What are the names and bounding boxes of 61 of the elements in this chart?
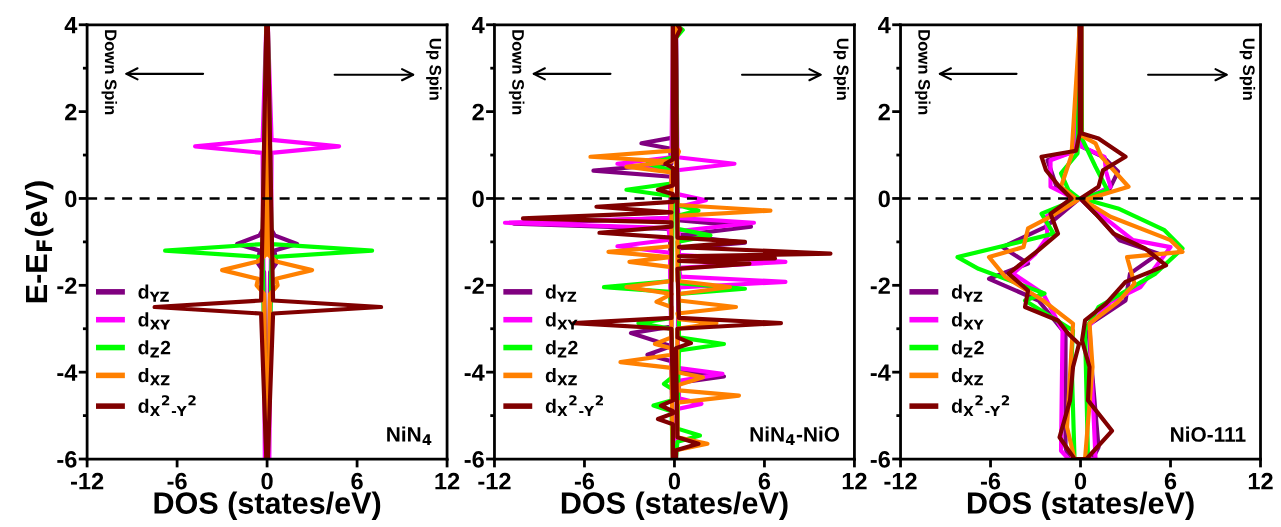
legend-label: d$_{XY}$ (545, 312, 578, 330)
x-tick-label: -12 (884, 472, 917, 490)
y-tick-label: 2 (65, 103, 77, 121)
y-tick-label: -4 (870, 364, 891, 381)
annotation: Down Spin (101, 30, 118, 115)
annotation: Down Spin (914, 30, 931, 115)
y-tick-label: -6 (57, 451, 77, 468)
y-tick-label: -4 (464, 364, 485, 381)
y-tick-label: 0 (65, 190, 77, 208)
legend-label: d$_{YZ}$ (951, 284, 983, 302)
y-tick-label: -4 (57, 364, 78, 381)
legend-label: d$_{X}$$^{2}$$_{-Y}$$^{2}$ (138, 395, 196, 416)
annotation: Up Spin (1239, 38, 1256, 100)
annotation: Down Spin (508, 30, 525, 115)
legend-label: d$_{XZ}$ (951, 368, 983, 386)
x-tick-label: 6 (351, 472, 363, 490)
y-tick-label: 4 (878, 17, 891, 34)
legend-label: d$_{XZ}$ (545, 368, 577, 386)
annotation: NiN$_{4}$ (387, 426, 432, 445)
x-axis-title: DOS (states/eV) (154, 491, 381, 520)
annotation: NiN$_{4}$-NiO (750, 426, 840, 445)
legend-label: d$_{YZ}$ (545, 284, 577, 302)
legend-label: d$_{YZ}$ (138, 284, 169, 302)
legend-label: d$_{X}$$^{2}$$_{-Y}$$^{2}$ (951, 395, 1010, 416)
x-tick-label: -6 (167, 472, 187, 490)
legend-label: d$_{Z}$2 (138, 340, 171, 358)
annotation: Up Spin (426, 38, 442, 100)
y-tick-label: 2 (878, 103, 890, 121)
annotation: NiO-111 (1171, 426, 1246, 442)
y-tick-label: 0 (878, 190, 890, 208)
y-tick-label: 2 (472, 103, 484, 121)
legend-label: d$_{XY}$ (138, 312, 171, 330)
legend-label: d$_{Z}$2 (545, 340, 578, 358)
x-tick-label: -6 (574, 472, 595, 490)
y-axis-title: E-E$_{F}$(eV) (24, 181, 54, 303)
y-tick-label: 4 (471, 17, 485, 34)
x-tick-label: 12 (435, 472, 460, 490)
legend-label: d$_{XY}$ (951, 312, 984, 330)
legend-label: d$_{X}$$^{2}$$_{-Y}$$^{2}$ (545, 395, 603, 416)
y-tick-label: 4 (64, 17, 78, 34)
annotation: Up Spin (833, 38, 850, 100)
legend-label: d$_{XZ}$ (138, 368, 170, 386)
y-tick-label: -2 (464, 277, 484, 294)
legend-label: d$_{Z}$2 (951, 340, 984, 358)
x-tick-label: 0 (261, 472, 273, 490)
x-axis-title: DOS (states/eV) (561, 491, 788, 520)
x-tick-label: -12 (478, 472, 511, 490)
y-tick-label: -6 (870, 451, 890, 468)
y-tick-label: -2 (57, 277, 77, 294)
x-tick-label: 12 (1248, 472, 1273, 490)
x-axis-title: DOS (states/eV) (967, 491, 1194, 520)
x-tick-label: 12 (842, 472, 867, 490)
y-tick-label: -6 (464, 451, 484, 468)
x-tick-label: 6 (1164, 472, 1177, 490)
x-tick-label: -6 (980, 472, 1001, 490)
x-tick-label: 0 (668, 472, 681, 490)
y-tick-label: 0 (472, 190, 484, 208)
y-tick-label: -2 (870, 277, 890, 294)
x-tick-label: -12 (70, 472, 104, 490)
x-tick-label: 6 (758, 472, 771, 490)
x-tick-label: 0 (1074, 472, 1087, 490)
